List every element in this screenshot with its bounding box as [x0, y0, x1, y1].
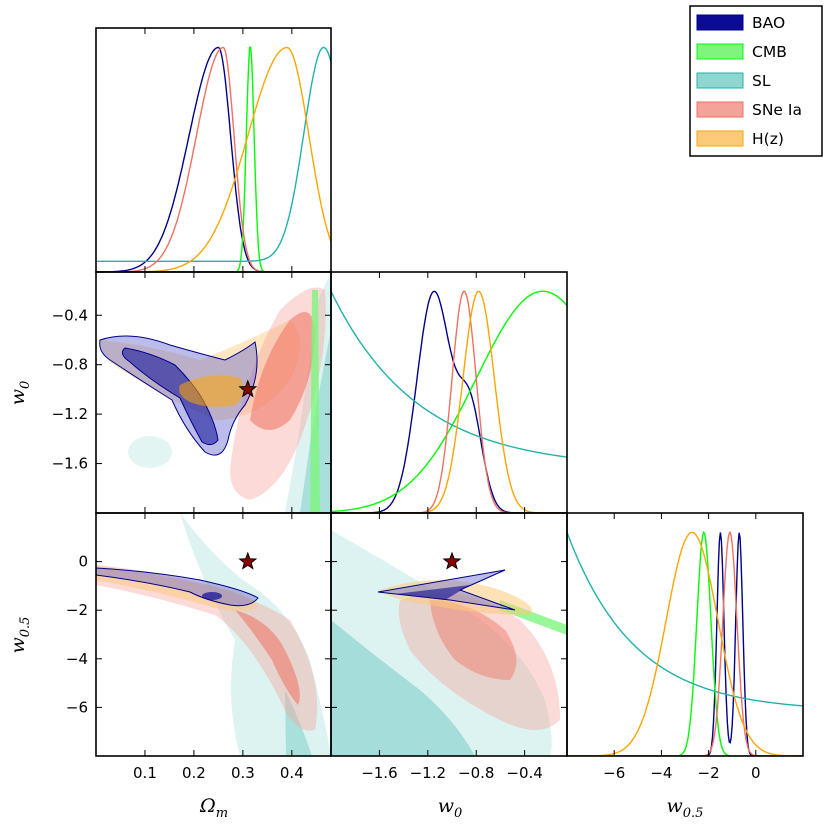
y-axis-label-w05: w0.5	[7, 617, 33, 654]
marginal-w0-sl	[331, 290, 567, 458]
x-tick-label: −0.8	[458, 764, 494, 782]
marginal-w05-bao	[567, 532, 803, 756]
marginal-om-bao	[96, 46, 331, 272]
marginal-om-cmb	[96, 46, 331, 272]
x-axis-label-w05: w0.5	[667, 795, 704, 821]
panel-w0-w05	[331, 530, 567, 756]
y-tick-label: −0.4	[52, 306, 88, 324]
marginal-om-h-z-	[96, 46, 331, 272]
legend-entry-sl: SL	[696, 72, 771, 90]
x-tick-label: 0.2	[182, 764, 206, 782]
x-axis-label-w0: w0	[438, 795, 463, 821]
region-sl-om-w05-inner	[285, 690, 312, 756]
marginal-om-sl	[96, 46, 331, 262]
panel-frame	[566, 512, 804, 757]
legend-entry-bao: BAO	[696, 14, 785, 32]
legend-label-cmb: CMB	[752, 43, 787, 61]
x-tick-label: −2	[698, 764, 720, 782]
legend-entry-cmb: CMB	[696, 43, 787, 61]
legend-entry-sne: SNe Ia	[696, 101, 802, 119]
legend-label-sl: SL	[752, 72, 771, 90]
region-sne-w0-w05-outer	[398, 593, 560, 730]
x-tick-label: −1.6	[361, 764, 397, 782]
marginal-w0-cmb	[331, 290, 567, 513]
y-tick-label: −6	[66, 698, 88, 716]
legend: BAO CMB SL SNe Ia H(z)	[689, 5, 823, 157]
x-tick-label: 0.4	[280, 764, 304, 782]
y-tick-label: 0	[78, 553, 88, 571]
marginal-w05-sne-ia	[567, 531, 803, 756]
region-hz-om-w0-core	[179, 375, 244, 407]
marginal-w05	[567, 530, 803, 756]
x-tick-label: 0.1	[133, 764, 157, 782]
fiducial-star-w0-w05	[442, 551, 462, 570]
y-tick-label: −0.8	[52, 356, 88, 374]
region-hz-om-w05	[96, 565, 258, 611]
marginal-w05-sl	[567, 532, 803, 707]
marginal-w05-cmb	[567, 530, 803, 756]
region-sne-w0-w05	[430, 600, 517, 680]
legend-entry-hz: H(z)	[696, 130, 784, 148]
x-tick-label: −1.2	[410, 764, 446, 782]
fiducial-star-om-w0	[238, 379, 258, 398]
region-bao-w0-w05-core	[395, 585, 470, 600]
legend-label-sne: SNe Ia	[752, 101, 802, 119]
x-tick-label: 0.3	[231, 764, 255, 782]
y-tick-label: −4	[66, 650, 88, 668]
x-tick-label: 0	[751, 764, 761, 782]
marginal-w0-sne-ia	[331, 290, 567, 513]
region-sl-om-w0-blob	[128, 436, 172, 468]
region-bao-om-w05-core	[202, 592, 222, 600]
marginal-w0-bao	[331, 290, 567, 513]
region-sne-om-w05	[235, 610, 300, 705]
y-tick-label: −1.6	[52, 455, 88, 473]
region-cmb-om-w0	[310, 290, 320, 513]
x-axis-label-om: Ωm	[199, 795, 228, 821]
x-tick-label: −0.4	[506, 764, 542, 782]
region-hz-w0-w05	[380, 580, 532, 615]
y-tick-label: −1.2	[52, 405, 88, 423]
region-bao-om-w0	[121, 347, 219, 446]
marginal-w05-h-z-	[567, 531, 803, 756]
marginal-w0	[331, 290, 567, 513]
x-tick-label: −4	[650, 764, 672, 782]
panel-om-w05	[96, 513, 331, 756]
region-sl-w0-w05-inner	[331, 620, 475, 756]
legend-label-bao: BAO	[752, 14, 785, 32]
marginal-om-sne-ia	[96, 46, 331, 272]
marginal-om	[96, 46, 331, 272]
region-sne-om-w05-outer	[96, 565, 318, 731]
panel-om-w0	[99, 272, 331, 513]
fiducial-star-om-w05	[238, 551, 258, 570]
x-tick-label: −6	[603, 764, 625, 782]
region-sne-om-w0	[250, 312, 315, 430]
marginal-w0-h-z-	[331, 290, 567, 513]
legend-label-hz: H(z)	[752, 130, 784, 148]
y-tick-label: −2	[66, 601, 88, 619]
y-axis-label-w0: w0	[7, 381, 33, 406]
